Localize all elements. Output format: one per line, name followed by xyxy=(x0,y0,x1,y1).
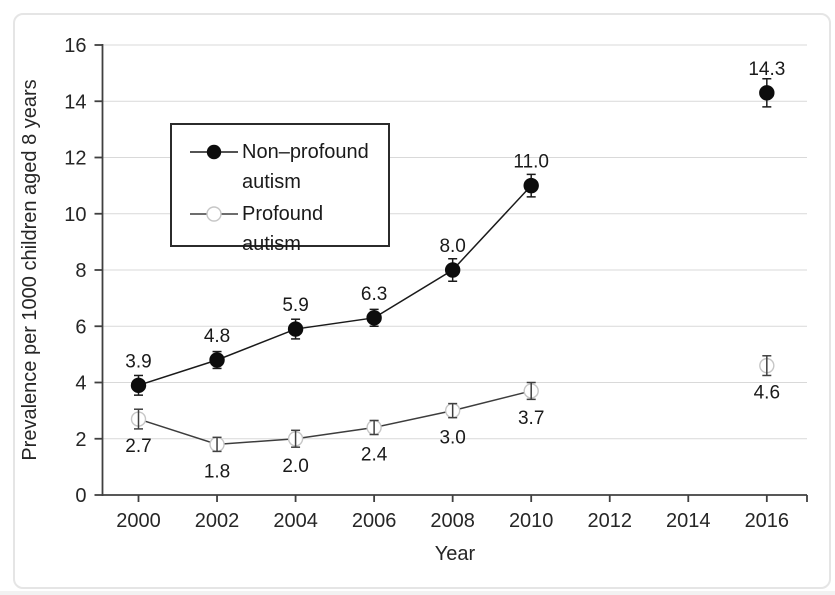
legend-label: Profound autism xyxy=(242,203,324,255)
x-tick-label: 2012 xyxy=(587,510,632,532)
y-tick-label: 10 xyxy=(64,204,86,226)
data-point-label: 3.0 xyxy=(439,428,465,449)
series-line-0 xyxy=(138,185,532,387)
data-point-label: 6.3 xyxy=(361,284,387,305)
x-tick-label: 2006 xyxy=(352,510,397,532)
x-tick-label: 2008 xyxy=(430,510,475,532)
x-axis-title: Year xyxy=(435,543,476,565)
data-point-marker xyxy=(130,377,147,394)
filled-circle-marker-icon xyxy=(190,144,238,160)
data-point-label: 8.0 xyxy=(439,236,465,257)
legend-label: Non–profound autism xyxy=(242,141,369,193)
y-tick-label: 12 xyxy=(64,148,86,170)
y-tick-label: 2 xyxy=(75,429,86,451)
data-point-label: 14.3 xyxy=(748,59,785,80)
y-tick-label: 8 xyxy=(75,260,86,282)
data-point-label: 2.4 xyxy=(361,445,388,466)
data-point-label: 2.7 xyxy=(125,436,151,457)
y-tick-label: 14 xyxy=(64,91,86,113)
legend-item-non-profound-autism: Non–profound autism xyxy=(190,137,388,197)
x-tick-label: 2016 xyxy=(745,510,790,532)
legend-item-profound-autism: Profound autism xyxy=(190,199,388,259)
y-tick-label: 6 xyxy=(75,316,86,338)
figure-border xyxy=(13,13,831,589)
x-tick-label: 2014 xyxy=(666,510,711,532)
data-point-marker xyxy=(444,262,461,278)
screenshot-bottom-edge xyxy=(0,591,835,595)
data-point-marker xyxy=(287,321,304,337)
data-point-marker xyxy=(523,177,539,194)
y-tick-label: 16 xyxy=(64,35,86,57)
data-point-label: 3.9 xyxy=(125,351,151,372)
data-point-label: 2.0 xyxy=(282,456,308,477)
data-point-label: 3.7 xyxy=(518,408,544,429)
series-layer: 3.9 4.8 5.9 6.3 8.0 11.0 14.3 2.7 1.8 2.0 2.4 3.0 3.… xyxy=(125,59,785,483)
x-tick-label: 2002 xyxy=(195,510,240,532)
x-tick-label: 2010 xyxy=(509,510,554,532)
data-point-label: 5.9 xyxy=(282,295,308,316)
legend: Non–profound autism Profound autism xyxy=(170,123,390,255)
axes-layer: 0 2 4 6 8 10 12 14 16 2000 2002 2004 2006 2008 2010 201… xyxy=(64,35,808,532)
y-tick-label: 0 xyxy=(75,485,86,507)
y-axis-title: Prevalence per 1000 children aged 8 year… xyxy=(19,79,41,460)
data-point-label: 4.8 xyxy=(204,326,230,347)
x-tick-label: 2004 xyxy=(273,510,318,532)
series-line-1 xyxy=(138,390,532,446)
data-point-label: 11.0 xyxy=(513,152,549,173)
data-point-label: 4.6 xyxy=(754,383,780,404)
x-tick-label: 2000 xyxy=(116,510,161,532)
data-point-marker xyxy=(209,352,225,368)
y-tick-label: 4 xyxy=(75,373,86,395)
data-point-label: 1.8 xyxy=(204,461,230,482)
data-point-marker xyxy=(759,85,775,101)
open-circle-marker-icon xyxy=(190,206,238,222)
data-point-marker xyxy=(366,310,382,326)
